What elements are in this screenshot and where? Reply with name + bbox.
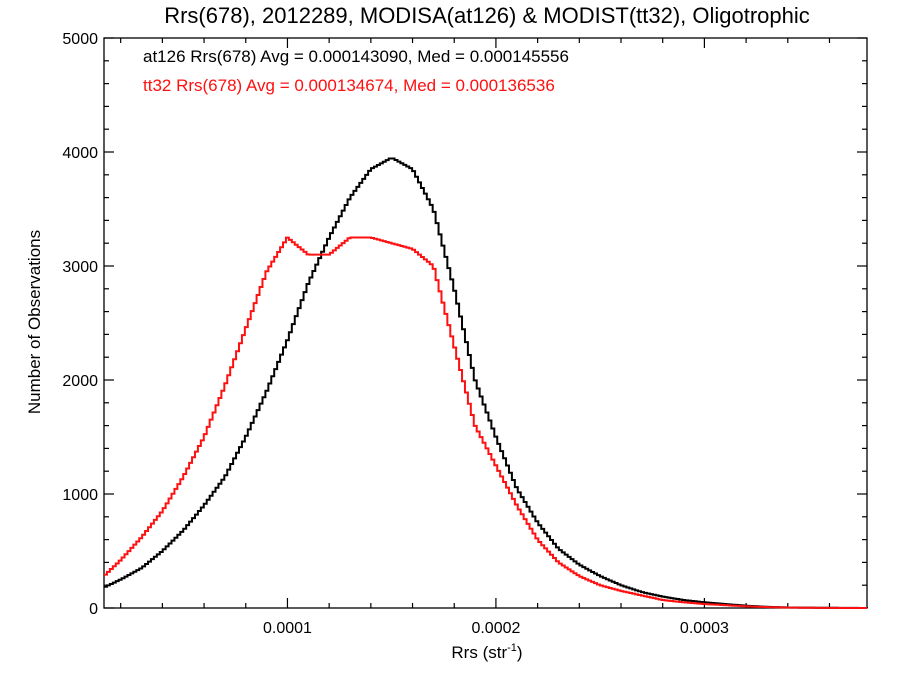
legend-entry-tt32: tt32 Rrs(678) Avg = 0.000134674, Med = 0… [143, 76, 555, 95]
x-axis-label-superscript: -1 [507, 642, 517, 654]
series-layer [104, 157, 868, 609]
y-tick-label: 2000 [62, 373, 98, 390]
x-tick-label: 0.0003 [680, 620, 729, 637]
axis-ticks: 0.0001 0.0002 0.0003 0 1000 2000 3000 4000 5000 [62, 31, 867, 637]
x-axis-label-close: ) [517, 643, 523, 662]
y-tick-label: 0 [89, 601, 98, 618]
plot-frame [103, 37, 868, 609]
series-line-tt32 [104, 236, 867, 609]
series-line-at126 [104, 157, 868, 609]
y-tick-label: 3000 [62, 259, 98, 276]
x-axis-label: Rrs (str-1) [451, 642, 522, 662]
y-tick-label: 5000 [62, 31, 98, 48]
x-axis-label-main: Rrs (str [451, 643, 507, 662]
legend-entry-at126: at126 Rrs(678) Avg = 0.000143090, Med = … [143, 47, 569, 66]
y-tick-label: 4000 [62, 145, 98, 162]
y-tick-label: 1000 [62, 487, 98, 504]
y-axis-label: Number of Observations [25, 230, 44, 414]
x-tick-label: 0.0001 [263, 620, 312, 637]
x-tick-label: 0.0002 [471, 620, 520, 637]
chart-title: Rrs(678), 2012289, MODISA(at126) & MODIS… [164, 3, 810, 28]
